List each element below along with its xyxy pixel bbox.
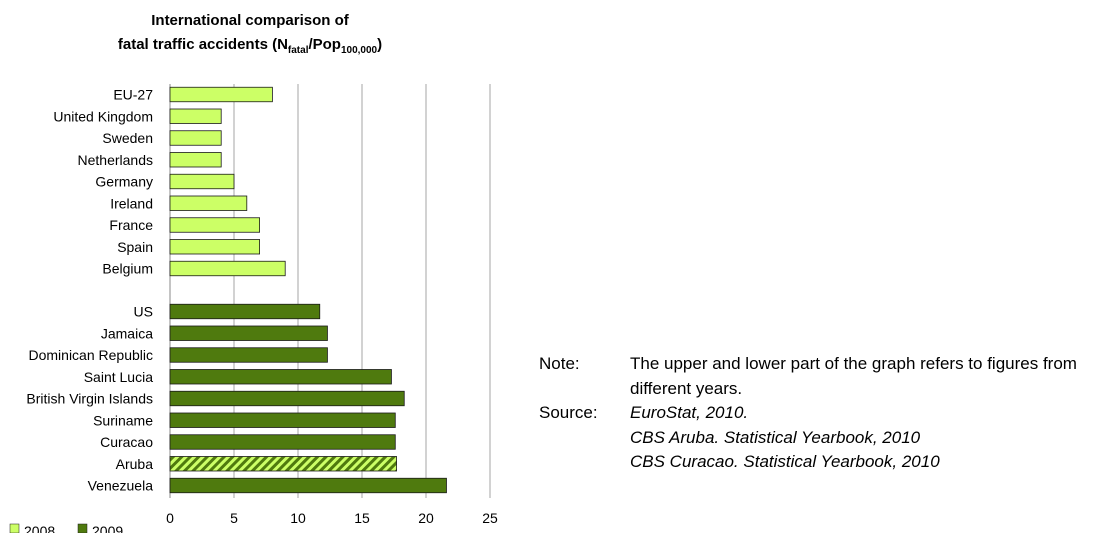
chart-title-line1: International comparison of [151, 12, 349, 29]
bar [169, 217, 260, 233]
note-row: Note: The upper and lower part of the gr… [539, 352, 1090, 401]
bar [169, 412, 396, 428]
bar [169, 195, 248, 211]
legend: 2008 2009 [9, 523, 123, 533]
category-label: Netherlands [78, 152, 154, 168]
category-label: Dominican Republic [28, 347, 153, 363]
legend-label: 2008 [24, 523, 55, 533]
bar [169, 477, 447, 494]
bar [169, 325, 328, 341]
category-label: Jamaica [101, 325, 153, 341]
x-tick-label: 0 [166, 510, 174, 526]
category-label: EU-27 [113, 87, 153, 103]
legend-swatch [9, 523, 20, 533]
source-label: Source: [539, 403, 598, 422]
source-list: EuroStat, 2010. CBS Aruba. Statistical Y… [630, 401, 1090, 475]
source-item: EuroStat, 2010. [630, 403, 749, 422]
bar [169, 260, 286, 277]
category-label: France [109, 217, 153, 233]
category-label: British Virgin Islands [26, 391, 153, 407]
x-tick-label: 5 [230, 510, 238, 526]
bar [169, 173, 235, 190]
category-label: US [134, 304, 153, 320]
source-row: Source: EuroStat, 2010. CBS Aruba. Stati… [539, 401, 1090, 475]
note-label: Note: [539, 354, 580, 373]
category-label: Curacao [100, 434, 153, 450]
bars [169, 86, 447, 494]
x-axis-ticks: 0 5 10 15 20 25 [166, 510, 498, 526]
legend-label: 2009 [92, 523, 123, 533]
category-labels: EU-27 United Kingdom Sweden Netherlands Germ… [26, 87, 153, 494]
bar [169, 347, 328, 363]
bar [169, 390, 405, 407]
chart-title-line2: fatal traffic accidents (Nfatal/Pop100,0… [117, 36, 383, 56]
category-label: Germany [95, 174, 153, 190]
bar [169, 369, 392, 385]
category-label: Belgium [102, 261, 153, 277]
bar [169, 86, 273, 103]
bar [169, 108, 222, 124]
bar [169, 152, 222, 168]
category-label: Saint Lucia [84, 369, 153, 385]
x-tick-label: 10 [290, 510, 306, 526]
category-label: Venezuela [88, 478, 154, 494]
category-label: Ireland [110, 195, 153, 211]
notes-block: Note: The upper and lower part of the gr… [539, 352, 1090, 475]
source-item: CBS Curacao. Statistical Yearbook, 2010 [630, 452, 940, 471]
bar [169, 130, 222, 146]
bar [169, 303, 321, 320]
x-tick-label: 25 [482, 510, 498, 526]
note-text: The upper and lower part of the graph re… [630, 354, 1077, 398]
category-label: Suriname [93, 412, 153, 428]
category-label: United Kingdom [53, 108, 153, 124]
bar [169, 434, 396, 450]
bar [169, 456, 397, 472]
x-tick-label: 15 [354, 510, 370, 526]
bar [169, 239, 260, 255]
source-item: CBS Aruba. Statistical Yearbook, 2010 [630, 427, 921, 447]
x-tick-label: 20 [418, 510, 434, 526]
category-label: Spain [117, 239, 153, 255]
category-label: Aruba [116, 456, 154, 472]
category-label: Sweden [102, 130, 153, 146]
legend-swatch [77, 523, 88, 533]
